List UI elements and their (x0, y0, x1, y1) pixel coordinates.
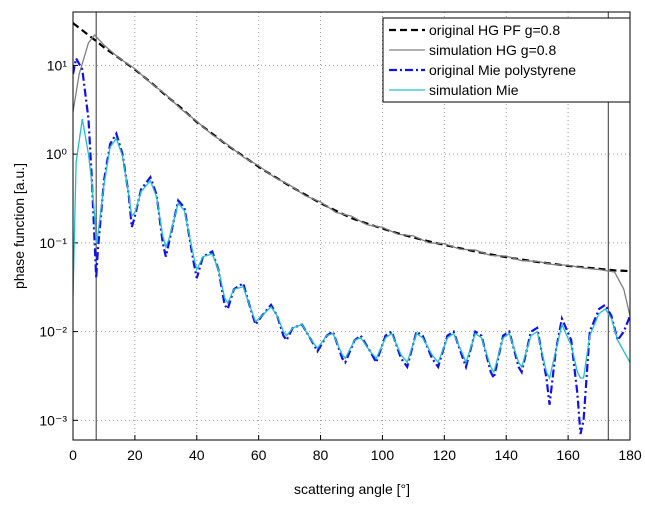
y-tick-label: 10⁻² (39, 324, 67, 340)
x-tick-label: 20 (127, 447, 143, 463)
y-tick-label: 10⁻³ (39, 412, 67, 428)
x-tick-label: 80 (313, 447, 329, 463)
x-tick-label: 180 (618, 447, 642, 463)
x-tick-label: 120 (433, 447, 457, 463)
x-tick-label: 160 (556, 447, 580, 463)
series-line (73, 55, 630, 435)
x-tick-label: 60 (251, 447, 267, 463)
y-tick-label: 10¹ (47, 57, 68, 73)
legend-label: simulation Mie (429, 82, 519, 98)
legend-box (382, 17, 631, 103)
plot-frame (72, 11, 631, 441)
series-line (73, 34, 630, 317)
y-tick-label: 10⁰ (46, 146, 68, 162)
y-tick-label: 10⁻¹ (39, 235, 67, 251)
x-tick-label: 140 (495, 447, 519, 463)
legend-label: original HG PF g=0.8 (429, 22, 560, 38)
x-axis-label: scattering angle [°] (294, 481, 410, 497)
legend-label: simulation HG g=0.8 (429, 42, 556, 58)
x-tick-label: 100 (371, 447, 395, 463)
y-axis-label: phase function [a.u.] (11, 163, 27, 289)
x-tick-label: 0 (69, 447, 77, 463)
legend-label: original Mie polystyrene (429, 62, 576, 78)
x-tick-label: 40 (189, 447, 205, 463)
series-line (73, 118, 630, 380)
